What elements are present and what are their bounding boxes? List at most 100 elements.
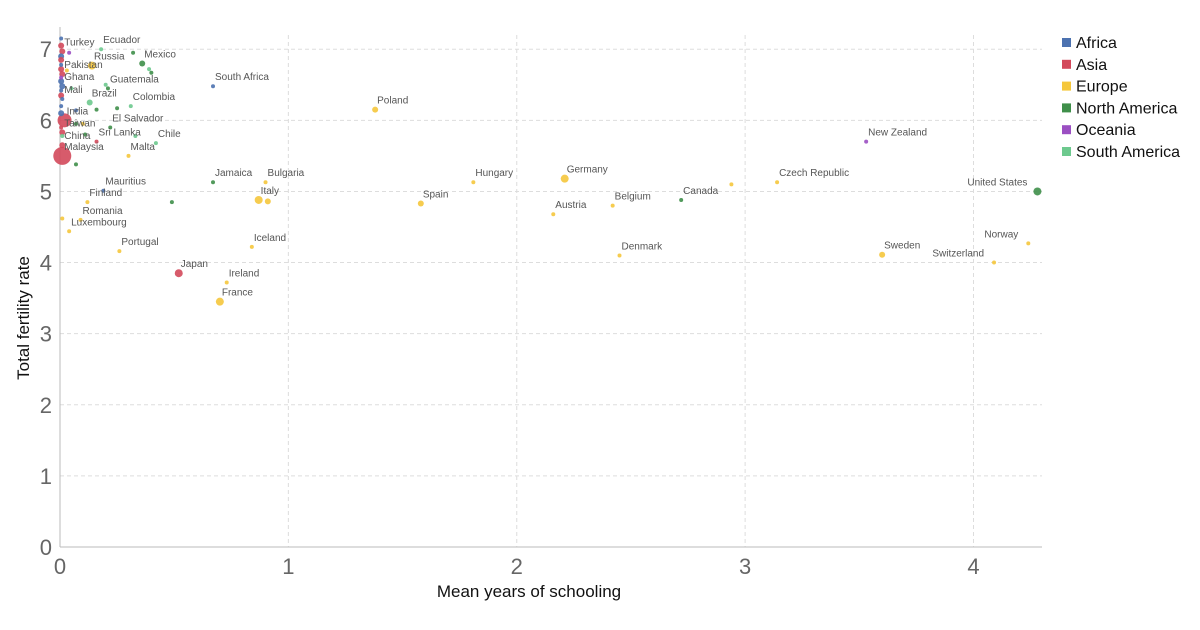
x-tick-label: 4 — [967, 554, 979, 579]
data-point[interactable] — [263, 180, 268, 185]
data-point[interactable] — [58, 110, 65, 117]
data-point[interactable] — [60, 97, 65, 101]
data-point[interactable] — [60, 133, 65, 138]
data-point[interactable] — [73, 108, 78, 113]
data-point[interactable] — [679, 197, 684, 202]
data-point[interactable] — [59, 48, 66, 55]
data-point[interactable] — [80, 121, 85, 126]
data-point[interactable] — [58, 42, 65, 49]
data-point[interactable] — [73, 162, 78, 167]
data-point[interactable] — [864, 139, 869, 144]
data-point[interactable] — [57, 113, 72, 128]
data-point[interactable] — [59, 75, 64, 80]
data-point[interactable] — [59, 36, 64, 41]
point-label: Luxembourg — [71, 217, 127, 228]
y-tick-label: 7 — [40, 37, 52, 62]
data-point[interactable] — [83, 132, 88, 137]
data-point[interactable] — [73, 121, 78, 126]
data-point[interactable] — [59, 71, 66, 78]
data-point[interactable] — [69, 86, 74, 91]
point-label: Pakistan — [64, 60, 102, 71]
data-point[interactable] — [617, 253, 622, 258]
data-point[interactable] — [115, 106, 120, 111]
data-point[interactable] — [101, 188, 106, 193]
data-point[interactable] — [59, 62, 64, 67]
point-label: Austria — [555, 200, 587, 211]
data-point[interactable] — [215, 297, 224, 306]
point-label: Colombia — [133, 92, 176, 103]
data-point[interactable] — [174, 269, 183, 278]
data-point[interactable] — [372, 106, 379, 113]
data-point[interactable] — [86, 99, 93, 106]
data-point[interactable] — [78, 217, 83, 222]
point-label: New Zealand — [868, 128, 927, 139]
data-point[interactable] — [87, 61, 96, 70]
data-point[interactable] — [59, 129, 66, 136]
data-point[interactable] — [560, 174, 569, 183]
data-point[interactable] — [108, 125, 113, 130]
data-point[interactable] — [94, 139, 99, 144]
data-point[interactable] — [105, 86, 110, 91]
data-point[interactable] — [117, 249, 122, 254]
data-point[interactable] — [169, 200, 174, 205]
data-point[interactable] — [59, 83, 66, 90]
data-point[interactable] — [153, 141, 158, 146]
point-label: Sri Lanka — [99, 128, 142, 139]
data-point[interactable] — [224, 280, 229, 285]
data-points — [53, 36, 1042, 306]
data-point[interactable] — [59, 142, 66, 149]
data-point[interactable] — [64, 68, 69, 73]
y-tick-label: 4 — [40, 251, 52, 276]
data-point[interactable] — [103, 82, 108, 87]
data-point[interactable] — [94, 107, 99, 112]
data-point[interactable] — [58, 66, 65, 73]
data-point[interactable] — [128, 104, 133, 109]
point-label: Ecuador — [103, 35, 141, 46]
data-point[interactable] — [775, 180, 780, 185]
data-point[interactable] — [67, 229, 72, 234]
data-point[interactable] — [139, 60, 146, 67]
data-point[interactable] — [879, 251, 886, 258]
data-point[interactable] — [610, 203, 615, 208]
data-point[interactable] — [254, 195, 263, 204]
point-label: Ghana — [64, 72, 94, 83]
data-point[interactable] — [53, 146, 72, 165]
data-point[interactable] — [67, 50, 72, 55]
data-point[interactable] — [58, 78, 65, 85]
data-point[interactable] — [417, 200, 424, 207]
data-point[interactable] — [992, 260, 997, 265]
data-point[interactable] — [1026, 241, 1031, 246]
data-point[interactable] — [147, 67, 152, 72]
data-point[interactable] — [249, 244, 254, 249]
data-point[interactable] — [211, 180, 216, 185]
legend-label: Africa — [1076, 35, 1117, 52]
data-point[interactable] — [59, 125, 64, 130]
point-label: Brazil — [92, 89, 117, 100]
data-point[interactable] — [149, 70, 154, 75]
data-point[interactable] — [85, 200, 90, 205]
data-point[interactable] — [551, 212, 556, 217]
data-point[interactable] — [58, 92, 65, 99]
point-label: Mexico — [144, 49, 176, 60]
data-point[interactable] — [99, 47, 104, 52]
data-point[interactable] — [729, 182, 734, 187]
point-label: Norway — [984, 229, 1018, 240]
data-point[interactable] — [126, 153, 131, 158]
data-point[interactable] — [60, 216, 65, 221]
data-point[interactable] — [58, 56, 65, 63]
data-point[interactable] — [133, 133, 138, 138]
x-axis-title: Mean years of schooling — [437, 582, 621, 601]
data-point[interactable] — [211, 84, 216, 89]
data-point[interactable] — [264, 198, 271, 205]
data-point[interactable] — [59, 88, 64, 93]
data-point[interactable] — [59, 104, 64, 109]
data-point[interactable] — [1033, 187, 1042, 196]
point-label: South Africa — [215, 72, 269, 83]
point-label: Belgium — [615, 192, 651, 203]
data-point[interactable] — [131, 50, 136, 55]
point-label: Sweden — [884, 241, 920, 252]
legend-label: South America — [1076, 144, 1180, 161]
data-point[interactable] — [471, 180, 476, 185]
point-label: Bulgaria — [268, 168, 305, 179]
